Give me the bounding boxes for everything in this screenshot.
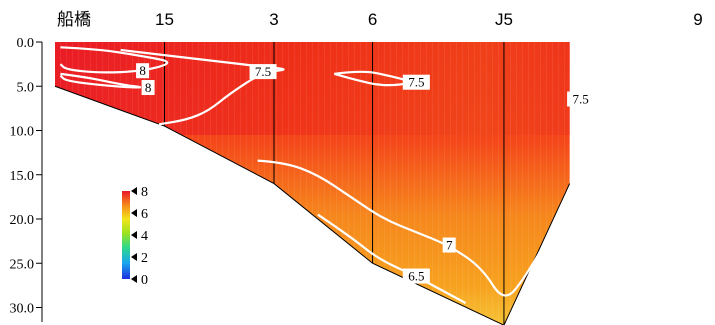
station-label: 船橋 <box>57 10 91 29</box>
contour-label-box <box>136 63 150 79</box>
contour-label-box <box>249 64 277 80</box>
contour-line <box>120 48 285 126</box>
y-tick-label: 30.0 <box>10 302 35 317</box>
colorbar-scale <box>122 191 130 279</box>
y-tick-label: 15.0 <box>10 169 35 184</box>
station-label: 6 <box>368 10 377 29</box>
section-plot: 8 8 7.5 7.5 7.5 7 6.5 <box>54 42 602 325</box>
contour-label: 8 <box>145 80 152 95</box>
contour-label-box <box>402 74 430 90</box>
colorbar-label: 2 <box>141 251 148 266</box>
contour-label-box <box>567 91 595 107</box>
station-label: J5 <box>495 10 513 29</box>
y-tick-label: 25.0 <box>10 257 35 272</box>
contour-line <box>257 159 602 297</box>
contour-label: 7.5 <box>255 64 271 79</box>
colorbar-tick <box>131 209 137 217</box>
station-label: 3 <box>269 10 278 29</box>
station-label: 9 <box>693 10 702 29</box>
contour-line <box>317 213 467 305</box>
colorbar-label: 0 <box>141 273 148 288</box>
station-labels: 船橋 15 3 6 J5 9 <box>57 10 703 29</box>
station-label: 15 <box>155 10 174 29</box>
contour-label-box <box>442 237 456 253</box>
contour-label: 7.5 <box>408 75 424 90</box>
contour-line <box>59 46 169 74</box>
contour-label-box <box>402 268 430 284</box>
y-tick-label: 5.0 <box>17 80 35 95</box>
colorbar-tick <box>131 253 137 261</box>
contour-label: 6.5 <box>408 269 424 284</box>
y-tick-label: 0.0 <box>17 36 35 51</box>
colorbar-tick <box>131 187 137 195</box>
colorbar-tick <box>131 231 137 239</box>
contour-label-box <box>141 80 155 96</box>
contour-label: 7 <box>446 238 453 253</box>
y-axis: 0.0 5.0 10.0 15.0 20.0 25.0 30.0 <box>10 36 43 322</box>
y-tick-label: 10.0 <box>10 125 35 140</box>
seabed-line <box>54 85 571 325</box>
colorbar-label: 8 <box>141 185 148 200</box>
colorbar-tick <box>131 275 137 283</box>
colorbar: 8 6 4 2 0 <box>122 185 148 288</box>
y-tick-label: 20.0 <box>10 213 35 228</box>
colorbar-label: 6 <box>141 207 148 222</box>
contour-line <box>59 72 142 89</box>
contour-label: 8 <box>139 63 146 78</box>
contour-lines: 8 8 7.5 7.5 7.5 7 6.5 <box>59 46 602 305</box>
contour-label: 7.5 <box>572 92 588 107</box>
colorbar-label: 4 <box>141 229 148 244</box>
